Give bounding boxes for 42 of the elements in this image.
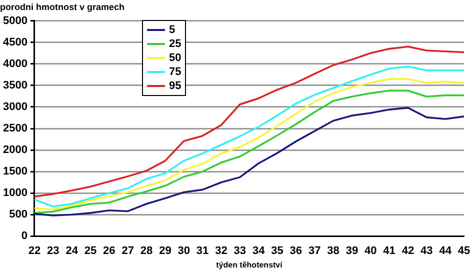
x-tick-label: 44 <box>439 244 452 257</box>
x-tick-label: 41 <box>383 244 396 257</box>
x-tick-label: 35 <box>271 244 284 257</box>
legend-label: 25 <box>169 38 182 50</box>
y-tick-label: 0 <box>21 230 28 242</box>
x-tick-label: 33 <box>234 244 246 257</box>
y-tick-label: 1500 <box>2 166 28 178</box>
x-tick-label: 45 <box>458 244 470 257</box>
x-tick-label: 38 <box>327 244 340 257</box>
x-tick-label: 32 <box>215 244 228 257</box>
x-tick-label: 34 <box>252 244 266 257</box>
y-tick-label: 500 <box>9 208 28 221</box>
x-tick-label: 43 <box>420 244 433 257</box>
x-tick-label: 39 <box>346 244 358 257</box>
x-tick-label: 27 <box>122 244 134 257</box>
chart-title: porodni hmotnost v gramech <box>0 2 125 12</box>
x-tick-label: 28 <box>140 244 153 257</box>
y-tick-label: 1000 <box>2 187 28 200</box>
x-tick-label: 30 <box>178 244 190 257</box>
x-tick-label: 42 <box>402 244 414 257</box>
x-tick-label: 36 <box>290 244 302 257</box>
x-tick-label: 22 <box>28 244 41 257</box>
x-tick-label: 40 <box>364 244 377 257</box>
legend-label: 75 <box>169 66 182 78</box>
x-tick-label: 37 <box>308 244 321 257</box>
y-tick-label: 2500 <box>2 122 28 135</box>
y-tick-label: 4500 <box>2 36 28 48</box>
legend-label: 50 <box>169 52 182 64</box>
y-tick-label: 5000 <box>2 14 28 27</box>
y-tick-label: 3000 <box>2 100 28 113</box>
x-tick-label: 23 <box>47 244 60 257</box>
y-tick-label: 2000 <box>2 144 28 156</box>
x-tick-label: 25 <box>84 244 97 257</box>
y-tick-label: 3500 <box>2 79 28 92</box>
y-tick-label: 4000 <box>2 58 28 70</box>
legend-label: 5 <box>169 24 176 36</box>
x-tick-label: 29 <box>159 244 172 257</box>
x-tick-label: 24 <box>66 244 79 257</box>
x-tick-label: 26 <box>103 244 116 257</box>
legend-label: 95 <box>169 80 182 92</box>
x-tick-label: 31 <box>196 244 209 257</box>
x-axis-title: týden těhotenství <box>216 260 284 270</box>
